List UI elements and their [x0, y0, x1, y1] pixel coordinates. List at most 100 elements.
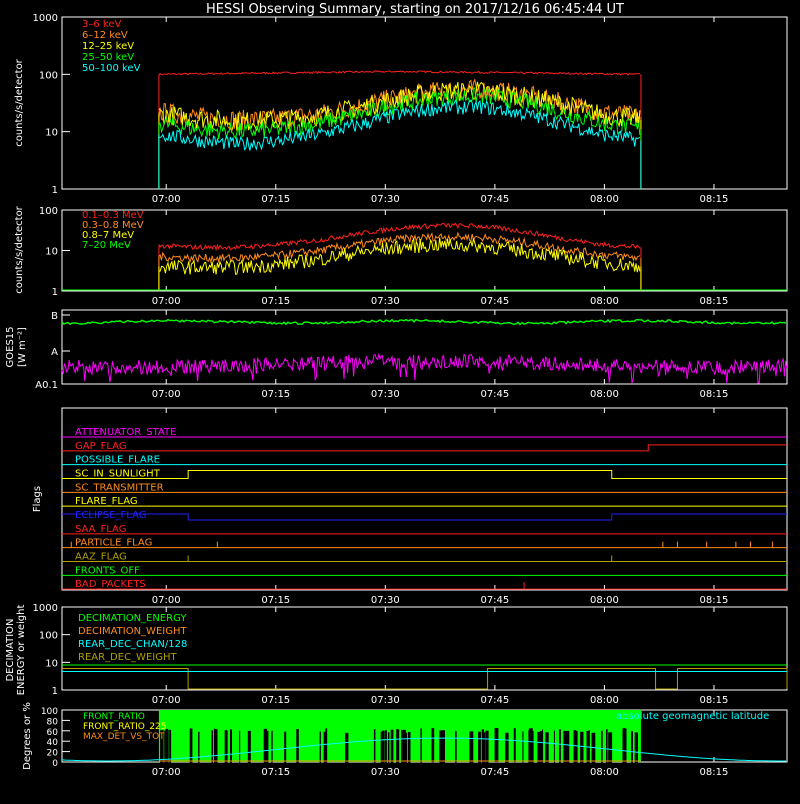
- panel6-front-ratio-gap: [247, 730, 251, 765]
- panel2-xtick-label: 07:45: [480, 296, 509, 307]
- panel3-xtick-label: 07:30: [371, 389, 400, 400]
- panel3-ytick-label: B: [51, 311, 58, 322]
- panel1-xtick-label: 07:30: [371, 194, 400, 205]
- panel6-legend-item: MAX_DET_VS_TOT: [83, 732, 165, 742]
- panel6-front-ratio-gap: [553, 730, 555, 765]
- panel1-xtick-label: 07:00: [152, 194, 181, 205]
- panel5-xtick-label: 07:00: [152, 695, 181, 706]
- panel6-xtick-label: 07:45: [480, 767, 509, 778]
- panel6-front-ratio-gap: [296, 728, 299, 763]
- panel2-frame: [61, 209, 788, 292]
- panel5-ytick-label: 100: [39, 631, 58, 642]
- panel4-xtick-label: 07:45: [480, 595, 509, 606]
- panel6-ytick-label: 60: [47, 728, 59, 738]
- panel1-series-line: [158, 78, 641, 131]
- panel3-ytick-label: A0.1: [35, 380, 58, 391]
- panel6-front-ratio-gap: [345, 732, 349, 767]
- panel4-flag-label: POSSIBLE_FLARE: [75, 455, 160, 466]
- panel1-xtick-label: 08:00: [590, 194, 619, 205]
- panel2-series-line: [158, 222, 641, 252]
- panel6-ytick-label: 20: [47, 749, 59, 759]
- panel6-front-ratio-gap: [165, 728, 169, 763]
- panel2-legend-item: 0.8–7 MeV: [82, 230, 134, 241]
- panel5-xtick-label: 07:45: [480, 695, 509, 706]
- panel3-y-axis-units: [W m⁻²]: [17, 327, 28, 367]
- panel5-xtick-label: 08:15: [700, 695, 729, 706]
- panel1-ytick-label: 100: [39, 70, 58, 81]
- panel6-front-ratio-gap: [505, 732, 509, 767]
- panel6-front-ratio-gap: [591, 732, 596, 767]
- panel6-front-ratio-gap: [565, 730, 570, 765]
- panel1-series-line: [158, 99, 641, 151]
- panel4-xtick-label: 08:00: [590, 595, 619, 606]
- panel4-flag-line: [62, 444, 787, 452]
- panel4-xtick-label: 08:15: [700, 595, 729, 606]
- panel3-series-line: [61, 352, 788, 384]
- panel6-legend-item: FRONT_RATIO_225: [83, 722, 167, 732]
- panel6-geomag-latitude-line: [61, 737, 787, 762]
- panel6-xtick-label: 08:15: [700, 767, 729, 778]
- panel4-flag-line: [62, 513, 787, 521]
- panel6-front-ratio-gap: [485, 730, 489, 765]
- panel6-front-ratio-gap: [381, 730, 385, 765]
- panel5-y-axis-label-1: DECIMATION: [5, 618, 16, 681]
- panel4-flag-label: PARTICLE_FLAG: [75, 538, 152, 549]
- panel6-front-ratio-gap: [319, 731, 321, 766]
- panel6-front-ratio-gap: [325, 728, 328, 763]
- panel6-front-ratio-gap: [373, 729, 376, 764]
- panel6-front-ratio-gap: [213, 729, 218, 764]
- panel4-flag-label: ECLIPSE_FLAG: [75, 510, 146, 521]
- panel6-front-ratio-gap: [622, 729, 625, 764]
- panel6-front-ratio-gap: [266, 731, 269, 766]
- panel3-y-axis-label: GOES15: [5, 326, 16, 367]
- panel6-front-ratio-gap: [387, 732, 390, 767]
- panel5-legend-item: DECIMATION_ENERGY: [78, 613, 187, 624]
- panel1-y-axis-label: counts/s/detector: [14, 58, 25, 146]
- panel2-xtick-label: 07:00: [152, 296, 181, 307]
- panel3-xtick-label: 07:15: [261, 389, 290, 400]
- panel3-ytick-label: A: [51, 347, 58, 358]
- panel6-front-ratio-gap: [563, 730, 566, 765]
- panel6-y-axis-label: Degrees or %: [22, 702, 33, 770]
- panel5-xtick-label: 07:15: [261, 695, 290, 706]
- panel6-front-ratio-gap: [494, 728, 499, 763]
- panel4-flag-label: SC_IN_SUNLIGHT: [75, 469, 161, 480]
- panel1-legend-item: 6–12 keV: [82, 30, 128, 41]
- panel3-xtick-label: 08:15: [700, 389, 729, 400]
- panel3-frame: [61, 309, 788, 385]
- panel6-ytick-label: 0: [52, 759, 58, 769]
- panel2-xtick-label: 08:15: [700, 296, 729, 307]
- panel1-legend-item: 3–6 keV: [82, 19, 121, 30]
- panel6-front-ratio-gap: [385, 730, 387, 765]
- panel6-front-ratio-gap: [431, 728, 435, 763]
- panel6-front-ratio-gap: [522, 731, 524, 766]
- panel5-legend-item: REAR_DEC_CHAN/128: [78, 639, 187, 650]
- panel5-ytick-label: 1: [52, 686, 58, 697]
- panel5-xtick-label: 08:00: [590, 695, 619, 706]
- panel2-series-line: [158, 237, 641, 275]
- panel5-legend-item: DECIMATION_WEIGHT: [78, 626, 187, 637]
- panel6-front-ratio-gap: [211, 730, 213, 765]
- panel6-front-ratio-gap: [224, 730, 227, 765]
- panel6-front-ratio-gap: [528, 728, 533, 763]
- panel6-front-ratio-gap: [513, 728, 516, 763]
- panel1-xtick-label: 07:15: [261, 194, 290, 205]
- panel6-front-ratio-gap: [545, 732, 549, 767]
- panel3-xtick-label: 07:00: [152, 389, 181, 400]
- panel2-y-axis-label: counts/s/detector: [14, 205, 25, 293]
- panel6-front-ratio-gap: [401, 730, 405, 765]
- panel6-front-ratio-gap: [532, 730, 534, 765]
- panel6-ytick-label: 80: [47, 717, 59, 727]
- panel4-flag-line: [62, 470, 787, 479]
- panel5-ytick-label: 1000: [33, 603, 58, 614]
- panel2-ytick-label: 1: [52, 287, 58, 298]
- panel6-front-ratio-gap: [169, 729, 172, 764]
- panel6-xtick-label: 08:00: [590, 767, 619, 778]
- panel6-front-ratio-gap: [420, 728, 422, 763]
- panel1-ytick-label: 1: [52, 185, 58, 196]
- panel5-legend-item: REAR_DEC_WEIGHT: [78, 652, 177, 663]
- panel6-front-ratio-gap: [586, 731, 590, 766]
- panel6-front-ratio-gap: [189, 728, 193, 763]
- panel1-legend-item: 25–50 keV: [82, 52, 134, 63]
